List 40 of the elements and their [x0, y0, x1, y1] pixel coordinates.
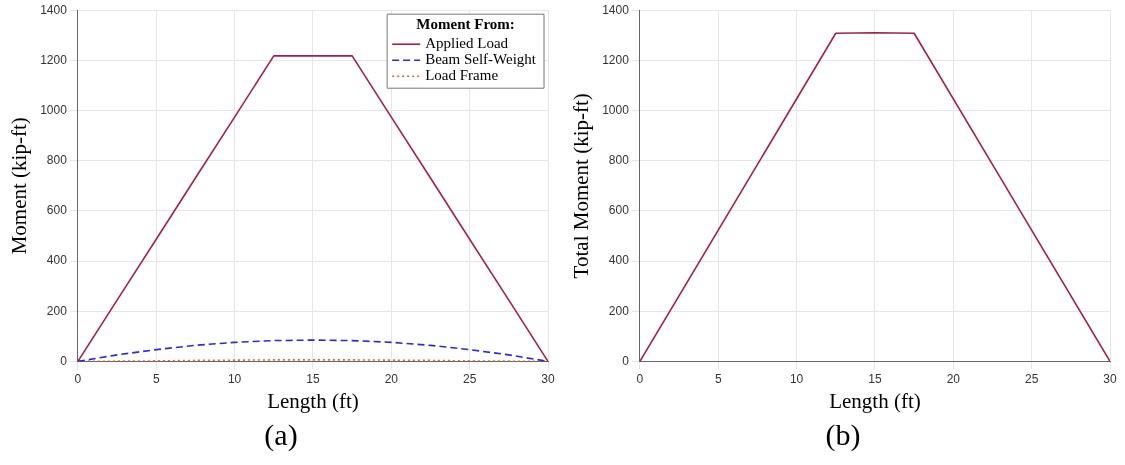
y-tick-label: 0	[60, 353, 68, 368]
x-tick-label: 5	[152, 371, 160, 386]
legend-label: Load Frame	[425, 67, 499, 84]
y-axis-title: Total Moment (kip-ft)	[569, 93, 594, 279]
x-tick-label: 30	[541, 371, 555, 386]
legend-label: Applied Load	[425, 35, 509, 52]
y-tick-label: 0	[622, 353, 630, 368]
x-tick-label: 25	[462, 371, 477, 386]
y-tick-label: 1400	[602, 2, 630, 17]
y-tick-label: 1000	[40, 102, 68, 117]
x-axis-title: Length (ft)	[267, 388, 359, 413]
y-tick-label: 600	[608, 203, 630, 218]
x-tick-label: 10	[227, 371, 242, 386]
x-tick-label: 15	[868, 371, 882, 386]
text: (a)	[263, 418, 299, 452]
y-tick-label: 1000	[602, 102, 630, 117]
y-tick-label: 1200	[602, 52, 630, 67]
x-tick-label: 0	[636, 371, 644, 386]
y-tick-label: 800	[608, 153, 630, 168]
x-tick-label: 15	[306, 371, 320, 386]
y-tick-label: 400	[46, 253, 68, 268]
x-tick-label: 30	[1103, 371, 1117, 386]
x-tick-label: 20	[946, 371, 961, 386]
legend-label: Beam Self-Weight	[425, 51, 537, 68]
y-tick-label: 200	[46, 303, 68, 318]
y-tick-label: 800	[46, 153, 68, 168]
y-axis-title: Moment (kip-ft)	[7, 117, 32, 255]
y-tick-label: 1200	[40, 52, 68, 67]
x-tick-label: 10	[789, 371, 804, 386]
x-axis-title: Length (ft)	[829, 388, 921, 413]
y-tick-label: 1400	[40, 2, 68, 17]
y-tick-label: 200	[608, 303, 630, 318]
y-tick-label: 400	[608, 253, 630, 268]
x-tick-label: 20	[384, 371, 399, 386]
legend-title: Moment From:	[416, 16, 515, 33]
x-tick-label: 25	[1024, 371, 1039, 386]
y-tick-label: 600	[46, 203, 68, 218]
x-tick-label: 0	[74, 371, 82, 386]
text: (b)	[824, 418, 862, 452]
x-tick-label: 5	[714, 371, 722, 386]
